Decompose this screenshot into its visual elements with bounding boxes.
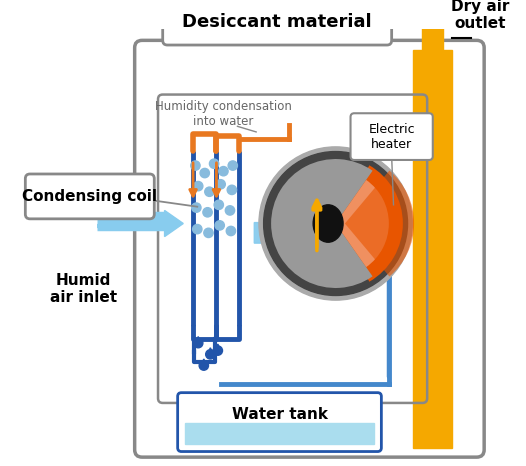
- Circle shape: [191, 203, 201, 212]
- Text: Condensing coil: Condensing coil: [22, 189, 157, 204]
- Circle shape: [194, 338, 203, 348]
- Wedge shape: [271, 159, 372, 288]
- Polygon shape: [208, 348, 213, 353]
- Circle shape: [209, 159, 219, 168]
- Bar: [185, 424, 374, 444]
- Circle shape: [225, 206, 235, 215]
- Bar: [422, 23, 443, 50]
- Wedge shape: [345, 171, 414, 276]
- Text: Dry air
outlet: Dry air outlet: [451, 0, 510, 31]
- Circle shape: [194, 181, 203, 191]
- FancyBboxPatch shape: [178, 393, 381, 452]
- Circle shape: [219, 166, 228, 176]
- Wedge shape: [336, 165, 403, 282]
- FancyBboxPatch shape: [163, 0, 392, 45]
- Circle shape: [264, 151, 408, 295]
- Circle shape: [216, 179, 225, 189]
- Ellipse shape: [313, 205, 343, 242]
- Circle shape: [228, 161, 237, 170]
- Circle shape: [204, 228, 213, 238]
- Text: Electric
heater: Electric heater: [368, 123, 415, 151]
- Bar: [413, 50, 452, 448]
- Circle shape: [203, 208, 212, 217]
- Circle shape: [191, 161, 200, 170]
- Polygon shape: [165, 211, 183, 237]
- Wedge shape: [336, 180, 389, 267]
- Polygon shape: [196, 336, 200, 342]
- FancyBboxPatch shape: [25, 174, 154, 219]
- Circle shape: [226, 226, 236, 236]
- Circle shape: [227, 185, 237, 194]
- Text: Desiccant material: Desiccant material: [183, 13, 372, 31]
- Text: Humid
air inlet: Humid air inlet: [49, 273, 117, 305]
- Circle shape: [205, 187, 214, 196]
- Circle shape: [271, 159, 400, 288]
- Text: Humidity condensation
into water: Humidity condensation into water: [155, 100, 292, 128]
- Polygon shape: [254, 216, 382, 250]
- Ellipse shape: [313, 205, 343, 242]
- Wedge shape: [264, 151, 371, 295]
- Polygon shape: [201, 359, 206, 364]
- Circle shape: [259, 147, 412, 300]
- Polygon shape: [216, 344, 220, 349]
- FancyBboxPatch shape: [350, 113, 433, 160]
- FancyBboxPatch shape: [135, 41, 484, 457]
- Circle shape: [215, 221, 225, 230]
- Circle shape: [213, 346, 222, 355]
- Polygon shape: [414, 0, 451, 23]
- Circle shape: [200, 168, 209, 178]
- Circle shape: [199, 361, 208, 370]
- Circle shape: [206, 350, 215, 359]
- Text: Water tank: Water tank: [231, 407, 328, 422]
- Circle shape: [193, 225, 202, 234]
- Circle shape: [214, 200, 224, 210]
